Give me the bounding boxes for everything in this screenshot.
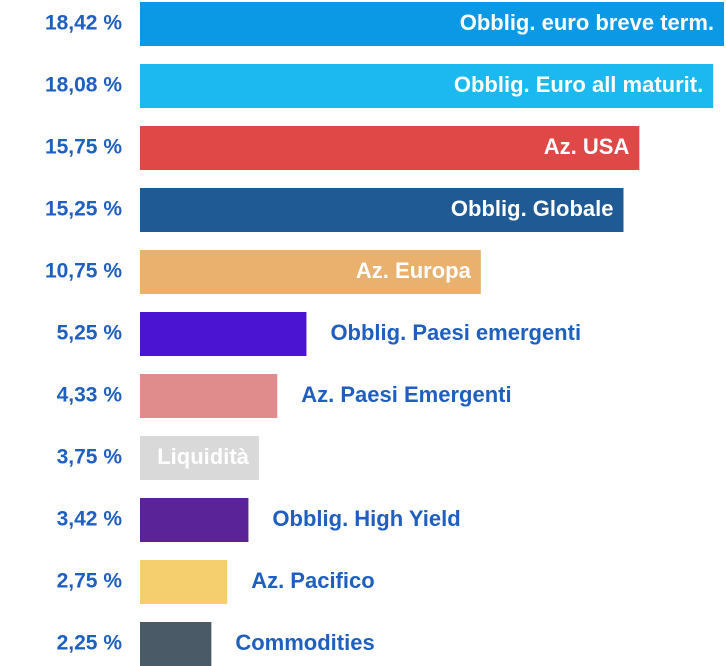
bar <box>140 622 212 666</box>
bar <box>140 250 481 294</box>
category-label: Obblig. euro breve term. <box>460 10 714 35</box>
category-label: Obblig. Paesi emergenti <box>330 320 581 345</box>
value-label: 18,08 % <box>45 74 122 97</box>
bar <box>140 188 624 232</box>
category-label: Obblig. High Yield <box>272 506 460 531</box>
bar <box>140 126 640 170</box>
category-label: Az. Pacifico <box>251 568 374 593</box>
value-label: 4,33 % <box>57 384 123 407</box>
bar <box>140 312 307 356</box>
value-label: 10,75 % <box>45 260 122 283</box>
category-label: Obblig. Euro all maturit. <box>454 72 703 97</box>
category-label: Az. USA <box>544 134 630 159</box>
value-label: 15,25 % <box>45 198 122 221</box>
bar <box>140 560 228 604</box>
category-label: Az. Paesi Emergenti <box>301 382 511 407</box>
bar <box>140 498 249 542</box>
value-label: 2,25 % <box>57 632 123 655</box>
bar <box>140 436 259 480</box>
value-label: 2,75 % <box>57 570 123 593</box>
bar <box>140 374 278 418</box>
category-label: Liquidità <box>157 444 249 469</box>
category-label: Az. Europa <box>356 258 472 283</box>
category-label: Commodities <box>235 630 374 655</box>
value-label: 18,42 % <box>45 12 122 35</box>
bar <box>140 64 714 108</box>
value-label: 5,25 % <box>57 322 123 345</box>
value-label: 15,75 % <box>45 136 122 159</box>
value-label: 3,42 % <box>57 508 123 531</box>
bar <box>140 2 724 46</box>
category-label: Obblig. Globale <box>451 196 614 221</box>
value-label: 3,75 % <box>57 446 123 469</box>
